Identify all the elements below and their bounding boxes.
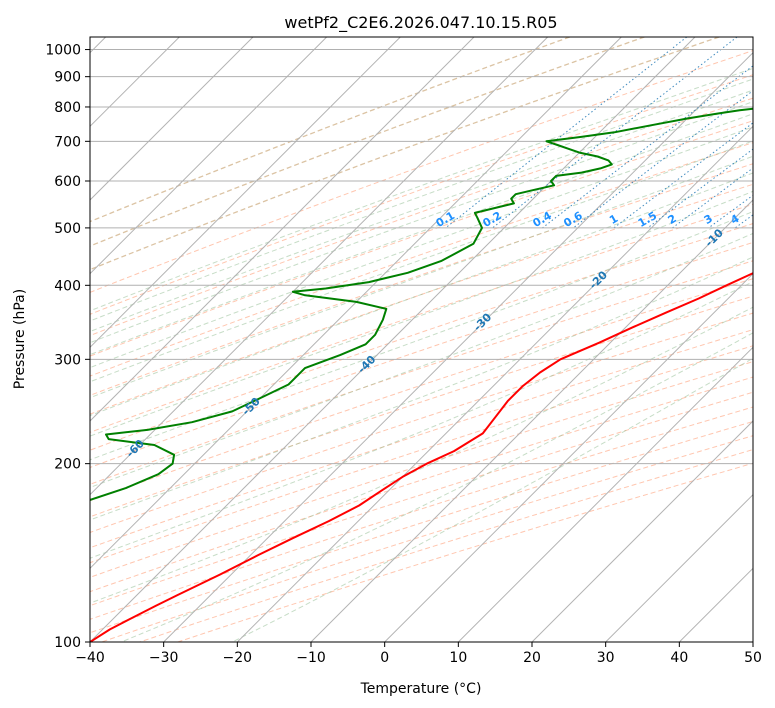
- dry-adiabat: [101, 435, 753, 642]
- dry-adiabat: [90, 223, 753, 451]
- moist-adiabat: [90, 306, 753, 604]
- isotherm: [90, 37, 254, 201]
- moist-adiabat: [90, 256, 753, 521]
- mixing-ratio-line: [672, 167, 753, 229]
- mixing-ratio-line: [492, 37, 738, 229]
- x-tick-label: 40: [670, 650, 688, 666]
- x-tick-label: 30: [597, 650, 615, 666]
- dry-adiabat: [90, 142, 753, 377]
- y-tick-label: 200: [54, 457, 81, 473]
- x-tick-label: −30: [149, 650, 179, 666]
- x-tick-label: 50: [744, 650, 762, 666]
- isotherm: [90, 37, 622, 570]
- isotherm: [310, 199, 753, 642]
- moist-adiabat: [90, 232, 753, 488]
- dry-adiabat: [90, 241, 753, 469]
- y-tick-label: 700: [54, 134, 81, 150]
- moist-adiabat: [90, 101, 753, 344]
- moist-adiabat: [90, 190, 753, 437]
- isotherm: [457, 346, 753, 642]
- sounding-traces: [90, 107, 753, 642]
- isotherm: [90, 37, 549, 496]
- dry-adiabat: [177, 462, 753, 642]
- y-axis: 100 200 300 400 500 600 700 800 900 1000: [45, 43, 90, 651]
- x-tick-label: −10: [296, 650, 326, 666]
- y-tick-label: 300: [54, 352, 81, 368]
- plot-frame: [89, 36, 754, 643]
- y-tick-label: 500: [54, 221, 81, 237]
- moist-adiabat: [90, 67, 753, 312]
- isotherm: [163, 51, 753, 642]
- dry-adiabat: [90, 345, 753, 564]
- dry-adiabat: [139, 449, 753, 642]
- mixing-ratio-line: [572, 90, 753, 229]
- y-tick-label: 900: [54, 70, 81, 86]
- y-tick-label: 400: [54, 278, 81, 294]
- moist-adiabat: [90, 140, 753, 383]
- isotherm: [531, 420, 753, 642]
- dry-adiabat: [90, 312, 753, 533]
- isotherm: [236, 125, 753, 642]
- y-axis-label: Pressure (hPa): [12, 289, 28, 389]
- dry-adiabat: [90, 361, 753, 578]
- isotherm: [384, 272, 753, 642]
- moist-adiabat: [90, 281, 753, 559]
- dry-adiabat: [90, 278, 753, 502]
- isotherm: [90, 37, 401, 349]
- chart-title: wetPf2_C2E6.2026.047.10.15.R05: [284, 13, 557, 33]
- dry-adiabat: [90, 376, 753, 593]
- y-tick-label: 1000: [45, 43, 81, 59]
- x-axis-label: Temperature (°C): [360, 681, 482, 697]
- y-tick-label: 800: [54, 100, 81, 116]
- x-axis: −40 −30 −20 −10 0 10 20 30 40 50: [75, 642, 762, 666]
- dry-adiabat: [90, 183, 753, 415]
- isotherm: [90, 37, 475, 422]
- x-tick-label: −20: [223, 650, 253, 666]
- y-tick-label: 100: [54, 635, 81, 651]
- moist-adiabat: [90, 78, 753, 322]
- x-tick-label: 10: [449, 650, 467, 666]
- isotherm: [605, 493, 753, 642]
- y-tick-label: 600: [54, 174, 81, 190]
- temperature-line: [90, 272, 753, 642]
- x-tick-label: −40: [75, 650, 105, 666]
- background-lines: [90, 37, 753, 642]
- mixing-ratio-line: [542, 65, 753, 229]
- moist-adiabat: [121, 332, 753, 642]
- isotherm: [90, 37, 328, 275]
- dry-adiabat: [90, 120, 753, 357]
- dry-adiabat: [90, 203, 753, 433]
- dewpoint-line: [90, 107, 753, 501]
- isotherm: [90, 37, 696, 642]
- pressure-gridlines: [90, 49, 753, 642]
- dry-adiabat: [90, 329, 753, 549]
- x-tick-label: 0: [380, 650, 389, 666]
- x-tick-label: 20: [523, 650, 541, 666]
